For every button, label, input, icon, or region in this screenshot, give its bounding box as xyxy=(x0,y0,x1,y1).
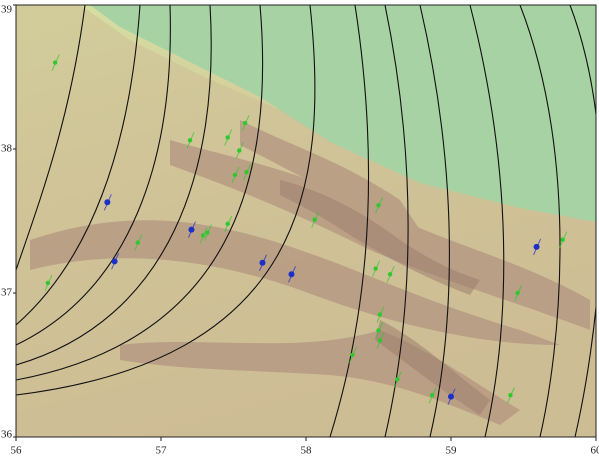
x-tick-label: 59 xyxy=(446,445,458,457)
station xyxy=(378,338,382,342)
x-tick-label: 58 xyxy=(301,445,313,457)
station xyxy=(201,233,205,237)
station xyxy=(226,222,230,226)
station xyxy=(112,258,118,264)
terrain xyxy=(16,5,599,437)
station xyxy=(376,328,380,332)
station xyxy=(289,271,295,277)
station xyxy=(313,217,317,221)
station xyxy=(243,121,247,125)
station xyxy=(136,240,140,244)
y-tick-label: 39 xyxy=(1,4,13,16)
station xyxy=(104,199,110,205)
station xyxy=(373,266,377,270)
station xyxy=(395,377,399,381)
station xyxy=(233,173,237,177)
station xyxy=(388,272,392,276)
station xyxy=(46,281,50,285)
station xyxy=(53,60,57,64)
station xyxy=(226,135,230,139)
station xyxy=(350,353,354,357)
station xyxy=(448,394,454,400)
station xyxy=(508,393,512,397)
station xyxy=(376,203,380,207)
y-tick-label: 38 xyxy=(1,143,13,155)
station xyxy=(244,170,248,174)
x-tick-label: 57 xyxy=(156,445,168,457)
station xyxy=(560,238,564,242)
station xyxy=(237,148,241,152)
y-tick-label: 37 xyxy=(1,287,13,299)
x-tick-label: 60 xyxy=(591,445,599,457)
x-tick-label: 56 xyxy=(11,445,23,457)
y-tick-label: 36 xyxy=(1,429,13,441)
station xyxy=(430,393,434,397)
station xyxy=(188,138,192,142)
station xyxy=(378,312,382,316)
station xyxy=(188,227,194,233)
station xyxy=(260,260,266,266)
station xyxy=(534,244,540,250)
station xyxy=(516,291,520,295)
